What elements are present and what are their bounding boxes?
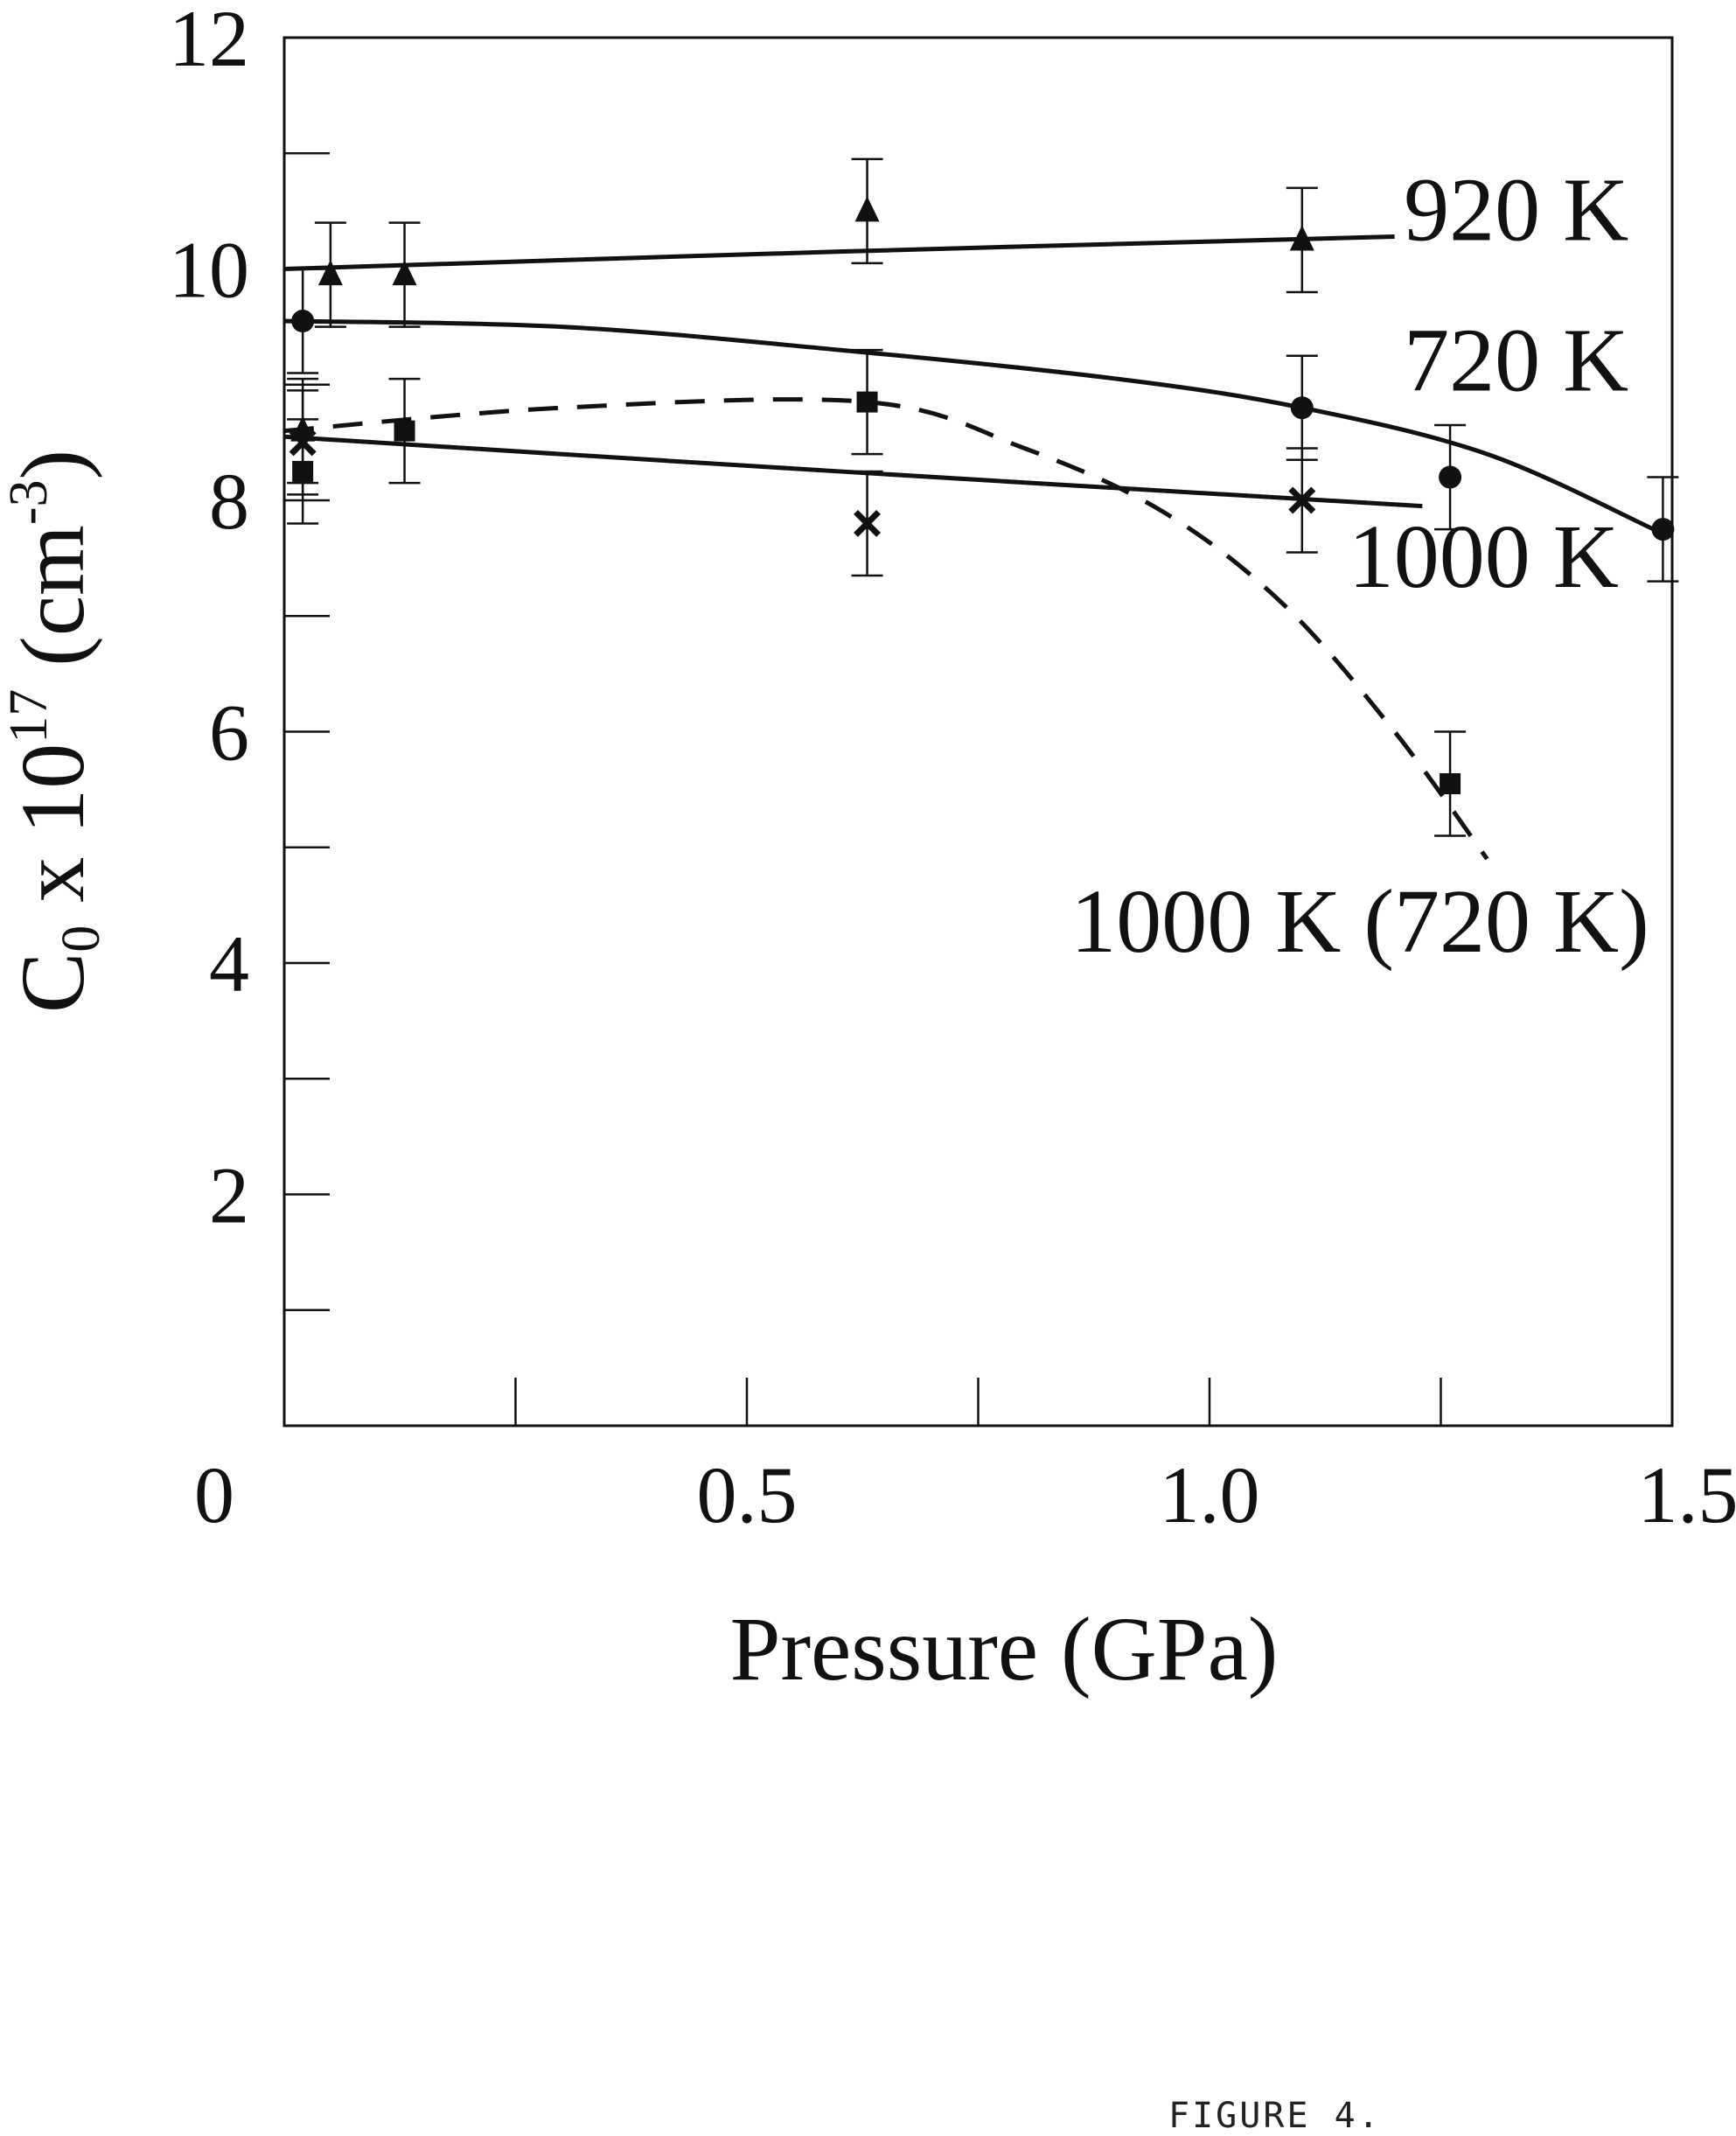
marker-square-1000-k-720-k bbox=[394, 421, 415, 442]
series-label-920-k: 920 K bbox=[1404, 159, 1628, 260]
y-axis-title: C0 x 1017 (cm-3) bbox=[0, 450, 111, 1013]
y-tick-label: 10 bbox=[169, 226, 249, 315]
y-tick-label: 4 bbox=[209, 919, 249, 1009]
y-title-base: C bbox=[3, 953, 103, 1013]
y-title-sup: 17 bbox=[0, 689, 59, 743]
marker-circle-720-k bbox=[1291, 396, 1314, 419]
x-tick-label: 0.5 bbox=[697, 1450, 798, 1539]
y-tick-label: 6 bbox=[209, 688, 249, 778]
x-tick-label: 0 bbox=[194, 1450, 234, 1539]
x-tick-label: 1.5 bbox=[1638, 1450, 1736, 1539]
marker-square-1000-k-720-k bbox=[292, 461, 313, 482]
y-tick-label: 12 bbox=[169, 0, 249, 83]
figure-caption: FIGURE 4. bbox=[1168, 2096, 1382, 2136]
marker-square-1000-k-720-k bbox=[857, 392, 878, 413]
series-label-720-k: 720 K bbox=[1404, 310, 1628, 410]
y-tick-label: 2 bbox=[209, 1151, 249, 1240]
series-line-1000-k-720-k bbox=[284, 400, 1487, 859]
x-axis-title: Pressure (GPa) bbox=[730, 1599, 1279, 1700]
y-title-mid: x 10 bbox=[3, 743, 103, 925]
marker-circle-720-k bbox=[1651, 518, 1674, 541]
y-tick-label: 8 bbox=[209, 457, 249, 546]
series-label-1000-k-720-k: 1000 K (720 K) bbox=[1070, 871, 1649, 972]
y-title-sub: 0 bbox=[52, 925, 111, 953]
series-label-1000-k: 1000 K bbox=[1349, 506, 1619, 607]
axis-ticks bbox=[284, 153, 1441, 1426]
series-labels: 920 K 720 K 1000 K 1000 K (720 K) bbox=[1070, 159, 1649, 971]
y-title-unit-sup: -3 bbox=[0, 479, 59, 525]
marker-circle-720-k bbox=[1439, 466, 1461, 489]
marker-square-1000-k-720-k bbox=[1440, 773, 1461, 794]
marker-triangle-920-k bbox=[318, 260, 343, 285]
marker-triangle-920-k bbox=[855, 196, 880, 221]
x-tick-label: 1.0 bbox=[1160, 1450, 1260, 1539]
y-title-unit-close: ) bbox=[3, 450, 103, 480]
y-title-unit-open: (cm bbox=[3, 525, 103, 689]
series-line-920-k bbox=[284, 236, 1395, 269]
data-markers bbox=[290, 196, 1674, 794]
marker-circle-720-k bbox=[291, 310, 314, 332]
